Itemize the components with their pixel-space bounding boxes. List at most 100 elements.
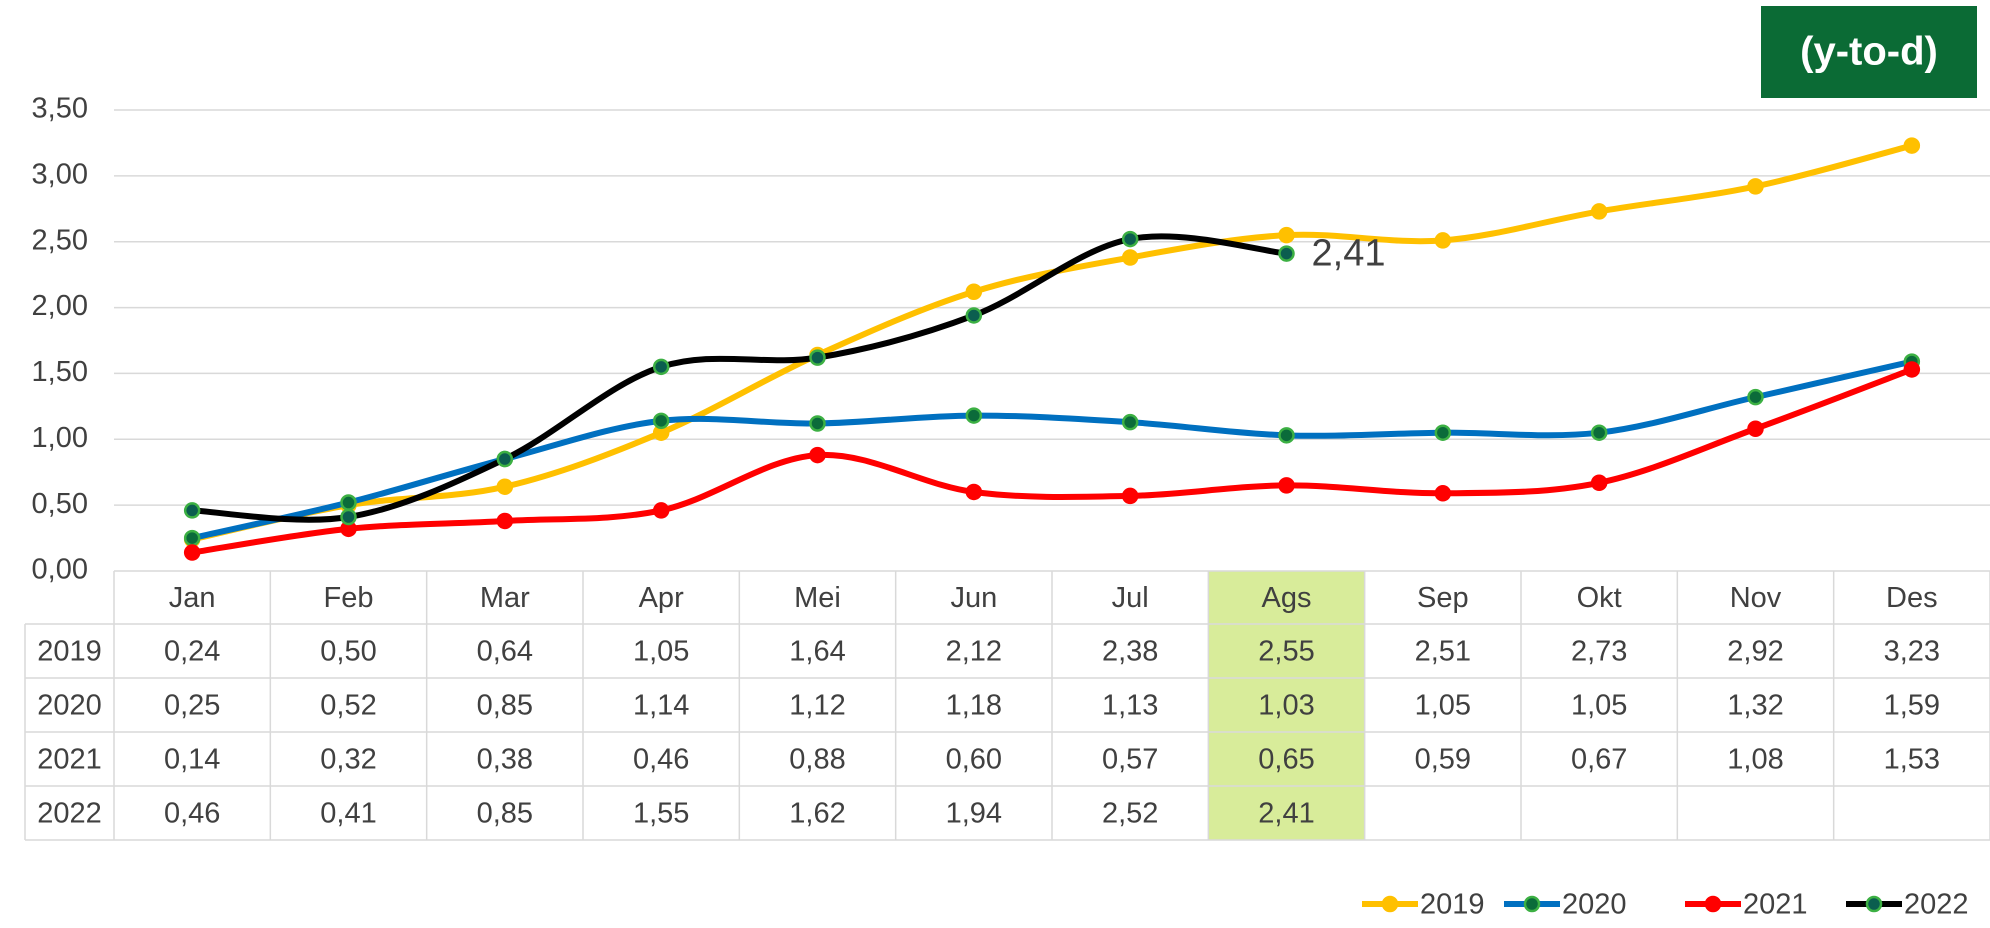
table-cell: 1,53	[1884, 744, 1940, 776]
table-cell: 0,59	[1415, 744, 1471, 776]
y-tick-label: 2,00	[32, 290, 88, 322]
marker	[183, 529, 201, 547]
legend-label: 2022	[1904, 889, 1969, 921]
y-tick-label: 0,00	[32, 554, 88, 586]
table-cell: 1,55	[633, 798, 689, 830]
table-cell: 0,46	[164, 798, 220, 830]
marker	[1121, 487, 1139, 505]
x-tick-label: Okt	[1577, 582, 1622, 614]
table-cell: 0,85	[477, 690, 533, 722]
table-cell: 2,73	[1571, 636, 1627, 668]
legend-marker	[1381, 895, 1399, 913]
x-tick-label: Jan	[169, 582, 216, 614]
table-cell: 0,46	[633, 744, 689, 776]
series-line	[189, 142, 1915, 543]
table-cell: 0,85	[477, 798, 533, 830]
table-cell: 0,38	[477, 744, 533, 776]
x-tick-label: Sep	[1417, 582, 1469, 614]
marker	[1903, 361, 1921, 378]
table-cell: 1,12	[789, 690, 845, 722]
table-cell: 1,13	[1102, 690, 1158, 722]
table-cell: 2,92	[1727, 636, 1783, 668]
y-tick-label: 3,00	[32, 159, 88, 191]
x-tick-label: Ags	[1262, 582, 1312, 614]
marker	[1278, 427, 1295, 444]
table-cell: 0,41	[320, 798, 376, 830]
table-cell: 2,55	[1258, 636, 1314, 668]
marker	[1434, 485, 1452, 502]
marker	[1278, 477, 1295, 494]
marker	[809, 415, 826, 432]
series-line	[189, 358, 1915, 542]
y-tick-label: 1,00	[32, 422, 88, 454]
marker	[809, 349, 826, 366]
marker	[1903, 137, 1921, 154]
table-cell: 0,14	[164, 744, 220, 776]
table-cell: 0,25	[164, 690, 220, 722]
legend-marker	[1704, 895, 1722, 913]
table-cell: 1,59	[1884, 690, 1940, 722]
row-label: 2022	[37, 798, 102, 830]
table-cell: 2,51	[1415, 636, 1471, 668]
marker	[1434, 232, 1452, 249]
marker	[1278, 245, 1295, 262]
highlight-column	[1208, 571, 1365, 840]
y-tick-label: 3,50	[32, 93, 88, 125]
legend-label: 2019	[1420, 889, 1485, 921]
table-cell: 0,24	[164, 636, 220, 668]
marker	[496, 512, 514, 530]
table-cell: 1,64	[789, 636, 845, 668]
table-cell: 0,52	[320, 690, 376, 722]
data-label: 2,41	[1312, 233, 1386, 275]
marker	[1590, 424, 1608, 441]
marker	[652, 502, 670, 519]
x-tick-label: Nov	[1730, 582, 1782, 614]
row-label: 2019	[37, 636, 102, 668]
y-tick-label: 1,50	[32, 356, 88, 388]
table-cell: 1,08	[1727, 744, 1783, 776]
table-cell: 2,52	[1102, 798, 1158, 830]
table-cell: 0,67	[1571, 744, 1627, 776]
marker	[1590, 474, 1608, 492]
x-tick-label: Jun	[950, 582, 997, 614]
marker	[1747, 388, 1764, 406]
table-cell: 0,50	[320, 636, 376, 668]
badge	[1761, 6, 1977, 98]
table-cell: 1,18	[946, 690, 1002, 722]
table-cell: 1,03	[1258, 690, 1314, 722]
table-cell: 0,60	[946, 744, 1002, 776]
table-cell: 0,57	[1102, 744, 1158, 776]
marker	[809, 446, 826, 464]
table-cell: 1,05	[1415, 690, 1471, 722]
table-cell: 0,65	[1258, 744, 1314, 776]
table-cell: 1,94	[946, 798, 1002, 830]
table-cell: 1,62	[789, 798, 845, 830]
series-line	[189, 366, 1915, 556]
marker	[183, 502, 201, 519]
x-tick-label: Mar	[480, 582, 530, 614]
table-cell: 1,32	[1727, 690, 1783, 722]
legend-marker	[1865, 895, 1883, 913]
marker	[1278, 226, 1295, 244]
series-line	[189, 233, 1290, 523]
marker	[340, 508, 357, 526]
table-cell: 2,12	[946, 636, 1002, 668]
marker	[1121, 413, 1139, 431]
table-cell: 1,14	[633, 690, 689, 722]
marker	[965, 407, 983, 424]
marker	[652, 358, 670, 376]
table-cell: 0,88	[789, 744, 845, 776]
marker	[340, 494, 357, 511]
table-cell: 0,32	[320, 744, 376, 776]
x-tick-label: Apr	[639, 582, 684, 614]
y-tick-label: 2,50	[32, 224, 88, 256]
table-cell: 1,05	[633, 636, 689, 668]
marker	[965, 283, 983, 301]
marker	[1747, 420, 1764, 437]
marker	[1121, 249, 1139, 266]
marker	[183, 544, 201, 561]
badge-text: (y-to-d)	[1800, 30, 1938, 74]
x-tick-label: Mei	[794, 582, 841, 614]
marker	[1121, 230, 1139, 248]
